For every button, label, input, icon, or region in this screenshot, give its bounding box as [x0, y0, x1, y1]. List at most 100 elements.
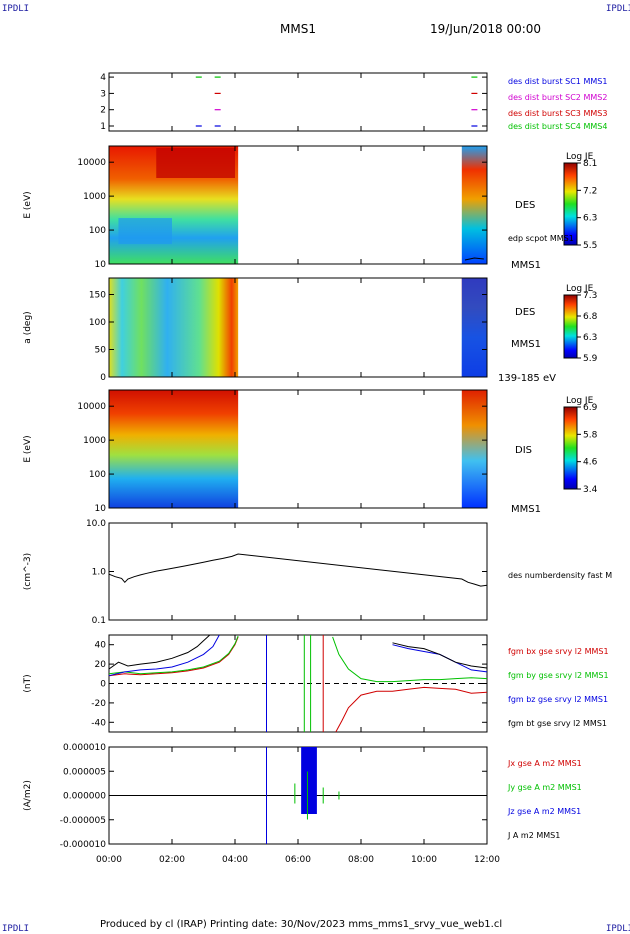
y-tick-label: 4 — [100, 73, 106, 83]
y-axis-label: (nT) — [23, 674, 33, 692]
legend-entry: des dist burst SC3 MMS3 — [508, 109, 607, 118]
series-line — [108, 635, 239, 675]
header-spacecraft: MMS1 — [280, 22, 316, 36]
current-burst — [301, 747, 317, 814]
time-tick-label: 08:00 — [348, 855, 374, 865]
corner-mark-top-right: IPDLI — [606, 4, 630, 14]
y-tick-label: 0.000005 — [63, 767, 106, 777]
series-line — [392, 642, 488, 669]
series-line — [392, 644, 488, 673]
legend-entry: des dist burst SC1 MMS1 — [508, 77, 607, 86]
spectrogram-feature — [156, 148, 235, 178]
y-tick-label: 100 — [89, 318, 106, 328]
instrument-label: MMS1 — [511, 260, 541, 271]
overlay-label: edp scpot MMS1 — [508, 234, 574, 243]
series-line — [335, 686, 488, 733]
legend-entry: Jz gse A m2 MMS1 — [507, 807, 581, 816]
y-tick-label: 1000 — [83, 436, 106, 446]
y-tick-label: 3 — [100, 89, 106, 99]
colorbar — [563, 406, 578, 490]
spectrogram-label: DIS — [515, 445, 532, 456]
spectrogram-feature — [118, 218, 172, 245]
colorbar-title: Log JE — [566, 152, 594, 162]
spectrogram-block — [109, 278, 239, 377]
y-tick-label: 1 — [100, 122, 106, 132]
y-tick-label: 10 — [95, 260, 107, 270]
legend-entry: fgm by gse srvy l2 MMS1 — [508, 671, 609, 680]
y-tick-label: 100 — [89, 470, 106, 480]
colorbar-tick-label: 6.3 — [583, 333, 597, 343]
instrument-label: MMS1 — [511, 504, 541, 515]
legend-entry: fgm bt gse srvy l2 MMS1 — [508, 719, 607, 728]
spectrogram-feature — [461, 278, 487, 377]
colorbar-tick-label: 8.1 — [583, 159, 597, 169]
instrument-label: MMS1 — [511, 339, 541, 350]
corner-mark-top-left: IPDLI — [2, 4, 30, 14]
legend-entry: des dist burst SC2 MMS2 — [508, 93, 607, 102]
y-tick-label: 40 — [95, 641, 107, 651]
y-axis-label: E (eV) — [23, 435, 33, 462]
header-date: 19/Jun/2018 00:00 — [430, 22, 542, 36]
colorbar-tick-label: 4.6 — [583, 458, 598, 468]
colorbar-tick-label: 6.9 — [583, 403, 598, 413]
y-tick-label: 10 — [95, 504, 107, 514]
y-axis-label: (A/m2) — [23, 780, 33, 811]
series-line — [108, 634, 211, 670]
series-line — [108, 636, 239, 677]
y-axis-label: (cm^-3) — [23, 553, 33, 590]
legend-entry: des numberdensity fast M — [508, 571, 612, 580]
series-line — [108, 553, 488, 587]
time-tick-label: 06:00 — [285, 855, 311, 865]
legend-entry: Jx gse A m2 MMS1 — [507, 759, 582, 768]
y-tick-label: -40 — [91, 718, 106, 728]
colorbar-title: Log JE — [566, 284, 594, 294]
legend-entry: J A m2 MMS1 — [507, 831, 560, 840]
spectrogram-label: DES — [515, 200, 535, 211]
legend-entry: fgm bz gse srvy l2 MMS1 — [508, 695, 608, 704]
time-tick-label: 00:00 — [96, 855, 122, 865]
colorbar — [563, 294, 578, 359]
colorbar-tick-label: 6.3 — [583, 214, 597, 224]
spectrogram-block — [461, 390, 487, 508]
time-tick-label: 10:00 — [411, 855, 437, 865]
y-tick-label: -0.000010 — [60, 840, 106, 850]
y-tick-label: -20 — [91, 699, 106, 709]
y-tick-label: 150 — [89, 291, 106, 301]
legend-entry: des dist burst SC4 MMS4 — [508, 122, 607, 131]
spectrogram-block — [461, 146, 487, 264]
colorbar-tick-label: 6.8 — [583, 312, 598, 322]
y-tick-label: 100 — [89, 226, 106, 236]
y-tick-label: 0 — [100, 373, 106, 383]
energy-range-label: 139-185 eV — [498, 373, 556, 384]
y-tick-label: 0.000010 — [63, 743, 106, 753]
y-tick-label: 10000 — [77, 158, 106, 168]
y-tick-label: 1.0 — [92, 568, 107, 578]
y-axis-label: E (eV) — [23, 191, 33, 218]
colorbar — [563, 162, 578, 246]
y-tick-label: 0.1 — [92, 616, 106, 626]
spectrogram-block — [109, 390, 239, 508]
time-tick-label: 04:00 — [222, 855, 248, 865]
y-tick-label: -0.000005 — [60, 816, 106, 826]
corner-mark-bottom-left: IPDLI — [2, 924, 30, 934]
colorbar-title: Log JE — [566, 396, 594, 406]
spectrogram-label: DES — [515, 307, 535, 318]
y-tick-label: 10.0 — [86, 519, 106, 529]
colorbar-tick-label: 7.2 — [583, 186, 597, 196]
legend-entry: fgm bx gse srvy l2 MMS1 — [508, 647, 609, 656]
time-tick-label: 12:00 — [474, 855, 500, 865]
scpot-trace — [464, 257, 484, 261]
colorbar-tick-label: 5.8 — [583, 430, 598, 440]
corner-mark-bottom-right: IPDLI — [606, 924, 630, 934]
panel-frame-burst — [108, 72, 488, 132]
y-tick-label: 20 — [95, 660, 107, 670]
time-tick-label: 02:00 — [159, 855, 185, 865]
y-tick-label: 0.000000 — [63, 792, 106, 802]
panel-frame-density — [108, 522, 488, 621]
y-tick-label: 50 — [95, 346, 107, 356]
series-line — [108, 634, 220, 677]
y-tick-label: 0 — [100, 680, 106, 690]
colorbar-tick-label: 5.9 — [583, 354, 598, 364]
legend-entry: Jy gse A m2 MMS1 — [507, 783, 582, 792]
